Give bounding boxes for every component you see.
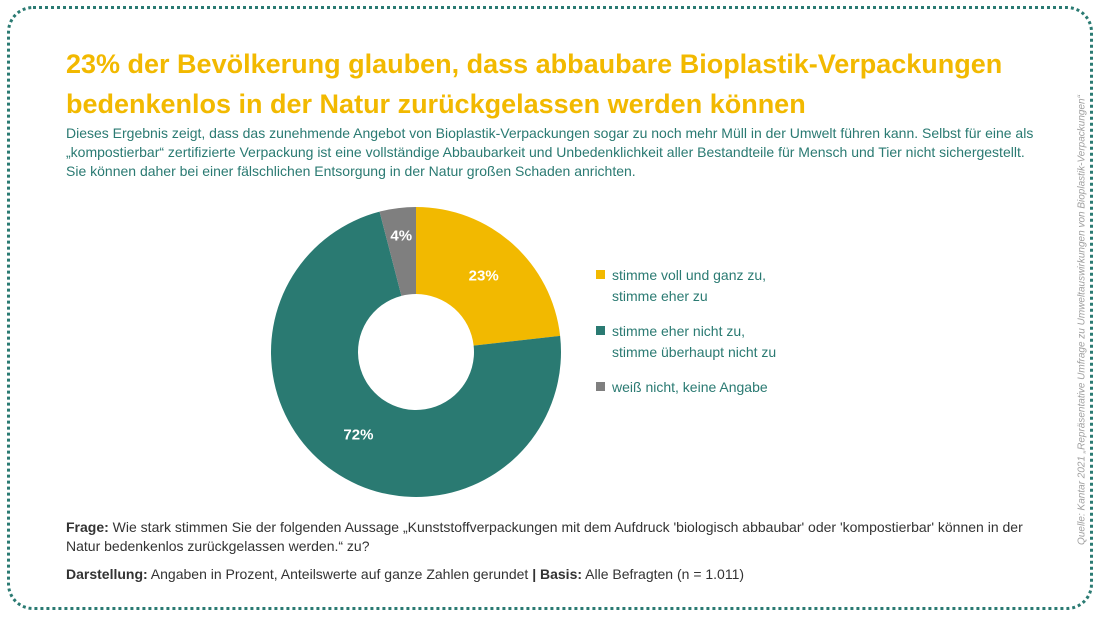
legend-label: stimme voll und ganz zu, stimme eher zu — [612, 267, 767, 304]
chart-subtitle: Dieses Ergebnis zeigt, dass das zunehmen… — [66, 125, 1034, 179]
question-label: Frage: — [66, 519, 109, 535]
legend-swatch — [596, 326, 605, 335]
legend-label: stimme eher nicht zu, stimme überhaupt n… — [612, 323, 777, 360]
question-text: Wie stark stimmen Sie der folgenden Auss… — [66, 519, 1023, 554]
base-text: Alle Befragten (n = 1.011) — [582, 566, 745, 582]
legend-item-0: stimme voll und ganz zu, stimme eher zu — [596, 265, 856, 307]
chart-title: 23% der Bevölkerung glauben, dass abbaub… — [66, 49, 1003, 119]
legend-item-2: weiß nicht, keine Angabe — [596, 377, 856, 398]
footer-separator: | — [532, 566, 537, 582]
donut-chart: 23% 72% 4% — [271, 207, 561, 497]
slice-value-label-0: 23% — [469, 267, 499, 284]
card-frame — [7, 6, 1093, 610]
chart-footer: Frage: Wie stark stimmen Sie der folgend… — [66, 518, 1046, 584]
chart-legend: stimme voll und ganz zu, stimme eher zu s… — [596, 265, 856, 412]
base-label: Basis: — [540, 566, 583, 582]
legend-label: weiß nicht, keine Angabe — [612, 379, 768, 395]
method-text: Angaben in Prozent, Anteilswerte auf gan… — [147, 566, 533, 582]
legend-swatch — [596, 270, 605, 279]
donut-slice-2 — [379, 207, 416, 296]
slice-value-label-2: 4% — [390, 227, 412, 244]
question-note: Frage: Wie stark stimmen Sie der folgend… — [66, 518, 1046, 556]
donut-slice-0 — [416, 207, 561, 346]
method-label: Darstellung: — [66, 566, 148, 582]
slice-value-label-1: 72% — [343, 427, 373, 444]
legend-item-1: stimme eher nicht zu, stimme überhaupt n… — [596, 321, 856, 363]
method-note: Darstellung: Angaben in Prozent, Anteils… — [66, 565, 1046, 584]
legend-swatch — [596, 382, 605, 391]
donut-slice-1 — [271, 211, 561, 497]
source-note: Quelle: Kantar 2021 „Repräsentative Umfr… — [1076, 95, 1088, 545]
